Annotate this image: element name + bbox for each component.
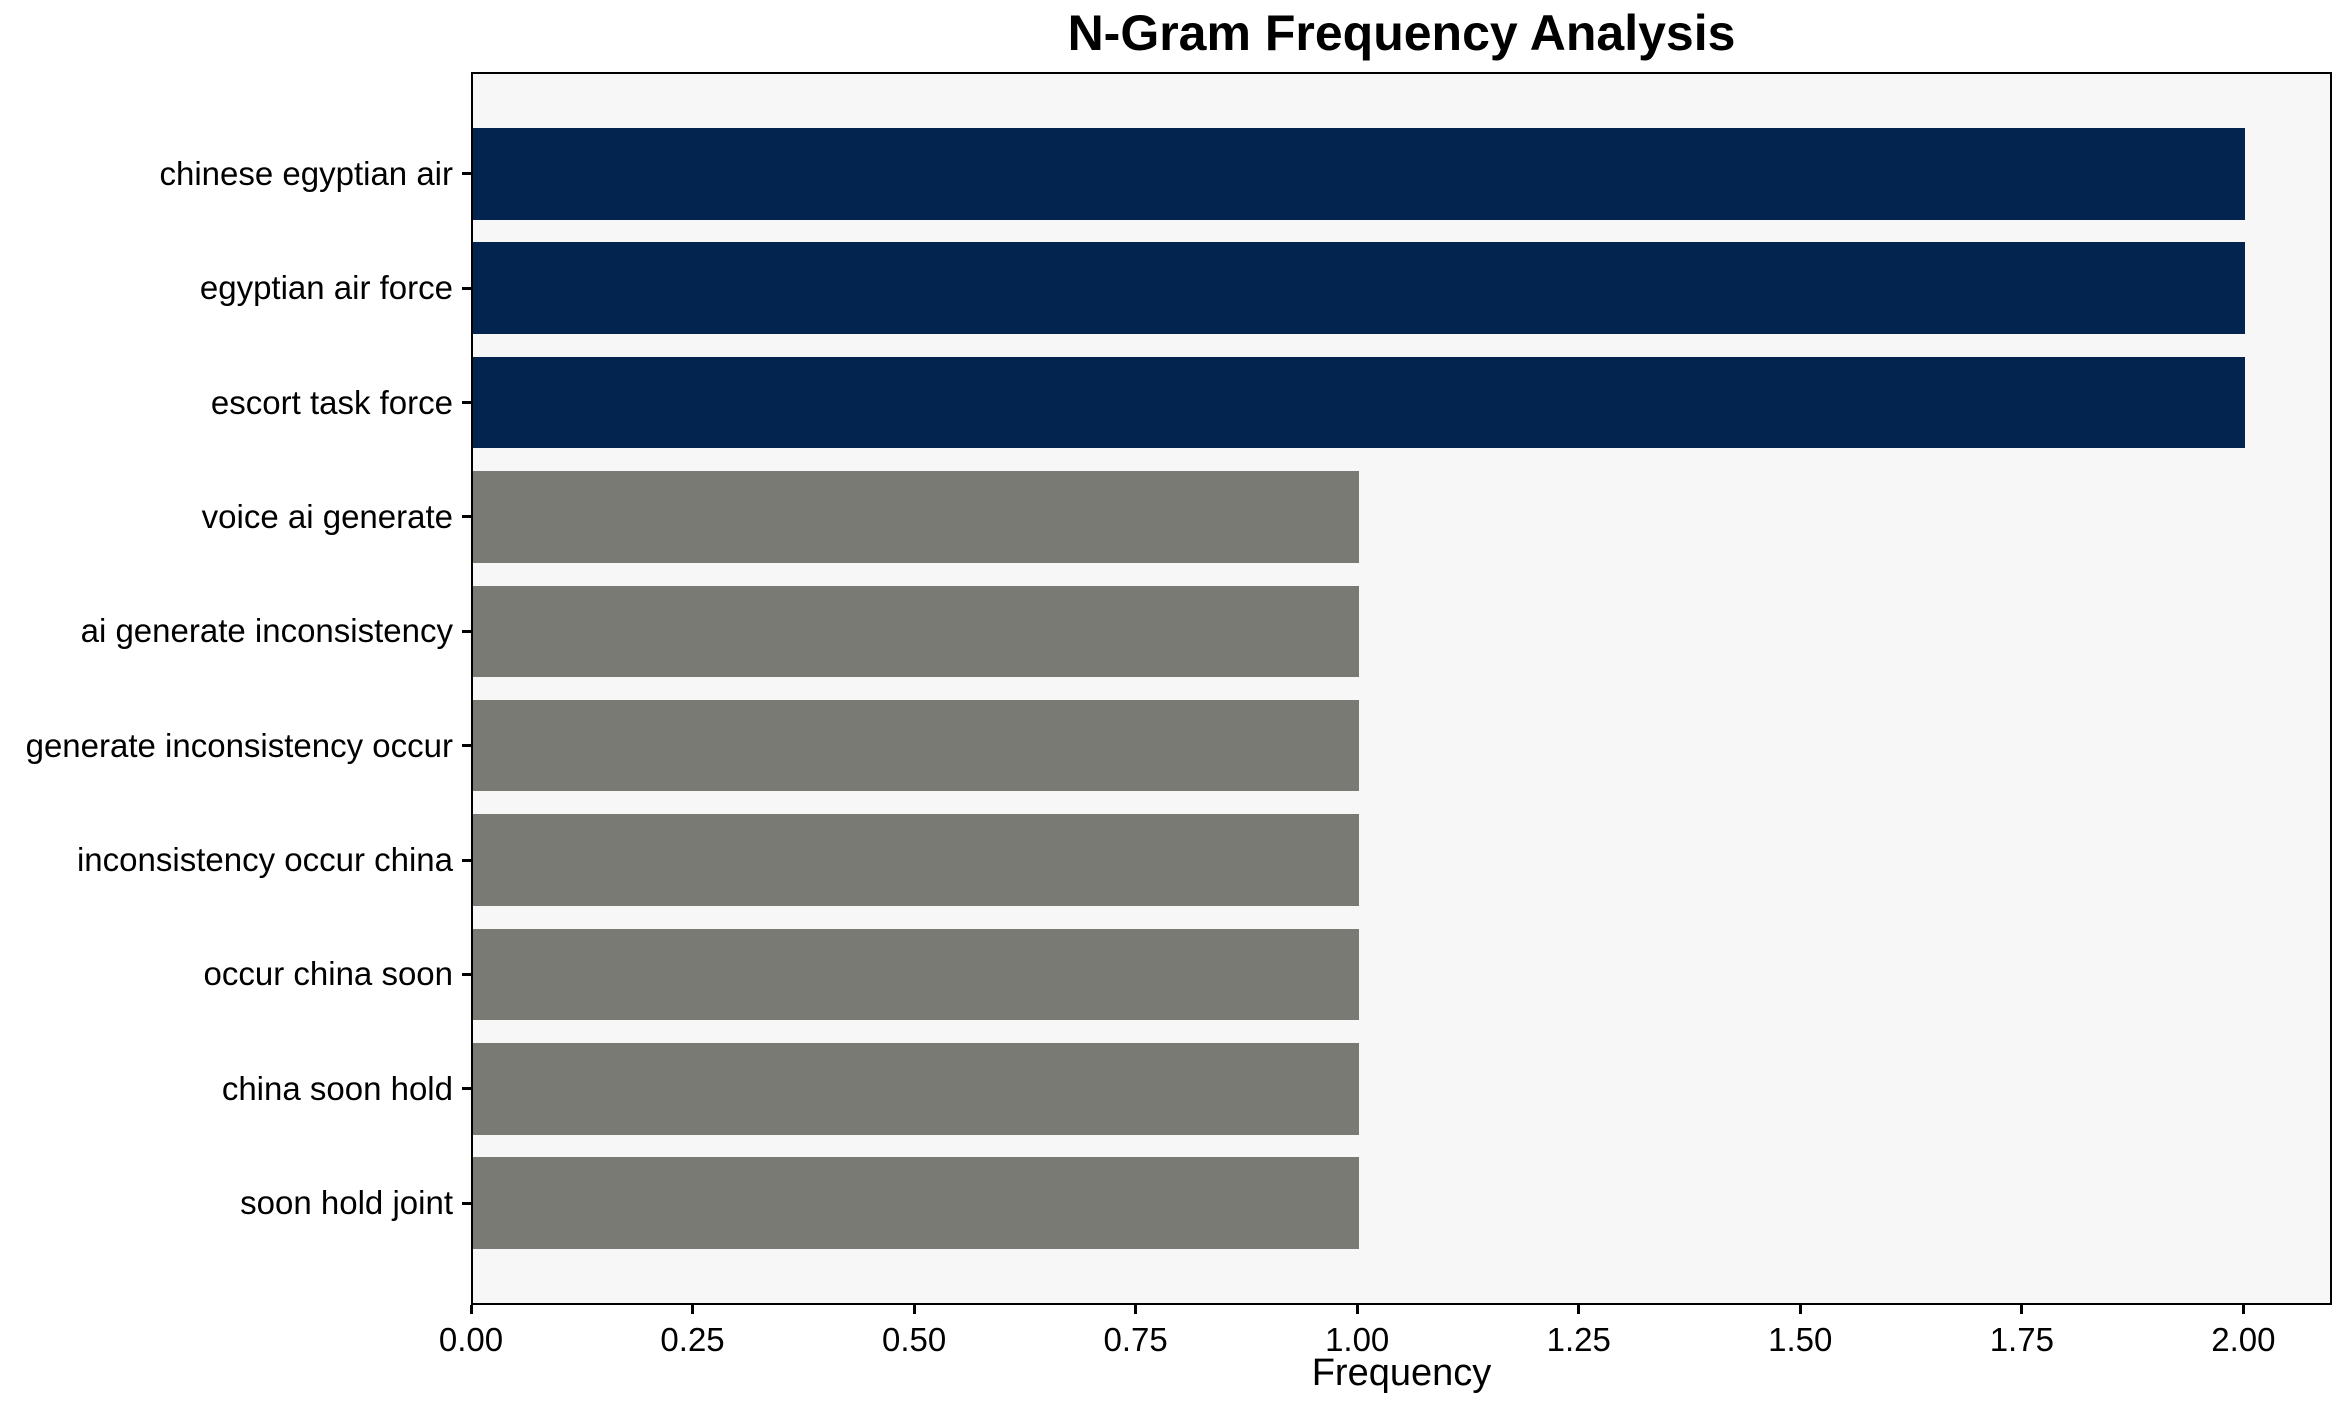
x-tick-label: 0.00 bbox=[438, 1321, 504, 1358]
x-tick-label: 1.00 bbox=[1325, 1321, 1390, 1358]
plot-area bbox=[471, 72, 2332, 1305]
x-tick-mark bbox=[1798, 1305, 1802, 1314]
y-tick-label: china soon hold bbox=[221, 1069, 453, 1107]
x-tick-mark bbox=[2020, 1305, 2024, 1314]
x-tick-label: 0.75 bbox=[1103, 1321, 1168, 1358]
bar-voice-ai-generate bbox=[473, 471, 1360, 563]
y-tick-label: voice ai generate bbox=[201, 497, 453, 535]
y-tick-label: occur china soon bbox=[203, 955, 453, 993]
bar-escort-task-force bbox=[473, 356, 2246, 449]
bar-chinese-egyptian-air bbox=[473, 128, 2246, 220]
bar-china-soon-hold bbox=[473, 1043, 1360, 1135]
x-tick-label: 2.00 bbox=[2211, 1321, 2276, 1358]
chart-title: N-Gram Frequency Analysis bbox=[1067, 5, 1736, 61]
y-tick-mark bbox=[462, 172, 471, 176]
x-tick-mark bbox=[691, 1305, 695, 1314]
bar-ai-generate-inconsistency bbox=[473, 585, 1360, 678]
bar-occur-china-soon bbox=[473, 928, 1360, 1021]
y-tick-mark bbox=[462, 629, 471, 633]
y-tick-label: generate inconsistency occur bbox=[25, 726, 453, 764]
x-tick-mark bbox=[1355, 1305, 1359, 1314]
y-tick-mark bbox=[462, 401, 471, 405]
y-tick-mark bbox=[462, 972, 471, 976]
y-tick-mark bbox=[462, 286, 471, 290]
bar-generate-inconsistency-occur bbox=[473, 699, 1360, 792]
x-tick-label: 1.25 bbox=[1546, 1321, 1611, 1358]
x-axis-title: Frequency bbox=[1311, 1352, 1492, 1394]
y-tick-mark bbox=[462, 1201, 471, 1205]
x-tick-label: 0.50 bbox=[881, 1321, 947, 1358]
bar-inconsistency-occur-china bbox=[473, 814, 1360, 906]
x-tick-mark bbox=[2241, 1305, 2245, 1314]
y-tick-mark bbox=[462, 515, 471, 519]
y-tick-label: egyptian air force bbox=[199, 269, 453, 307]
x-tick-label: 1.75 bbox=[1989, 1321, 2054, 1358]
y-tick-label: inconsistency occur china bbox=[76, 841, 453, 879]
y-tick-label: chinese egyptian air bbox=[159, 154, 453, 192]
y-tick-label: ai generate inconsistency bbox=[80, 612, 453, 650]
x-tick-mark bbox=[912, 1305, 916, 1314]
y-tick-mark bbox=[462, 858, 471, 862]
x-tick-label: 1.50 bbox=[1768, 1321, 1833, 1358]
y-tick-label: soon hold joint bbox=[240, 1184, 453, 1222]
bar-soon-hold-joint bbox=[473, 1157, 1360, 1249]
x-tick-label: 0.25 bbox=[660, 1321, 725, 1358]
x-tick-mark bbox=[1577, 1305, 1581, 1314]
bar-egyptian-air-force bbox=[473, 242, 2246, 334]
y-tick-mark bbox=[462, 744, 471, 748]
y-tick-label: escort task force bbox=[210, 383, 453, 421]
y-tick-mark bbox=[462, 1087, 471, 1091]
x-tick-mark bbox=[469, 1305, 473, 1314]
x-tick-mark bbox=[1134, 1305, 1138, 1314]
